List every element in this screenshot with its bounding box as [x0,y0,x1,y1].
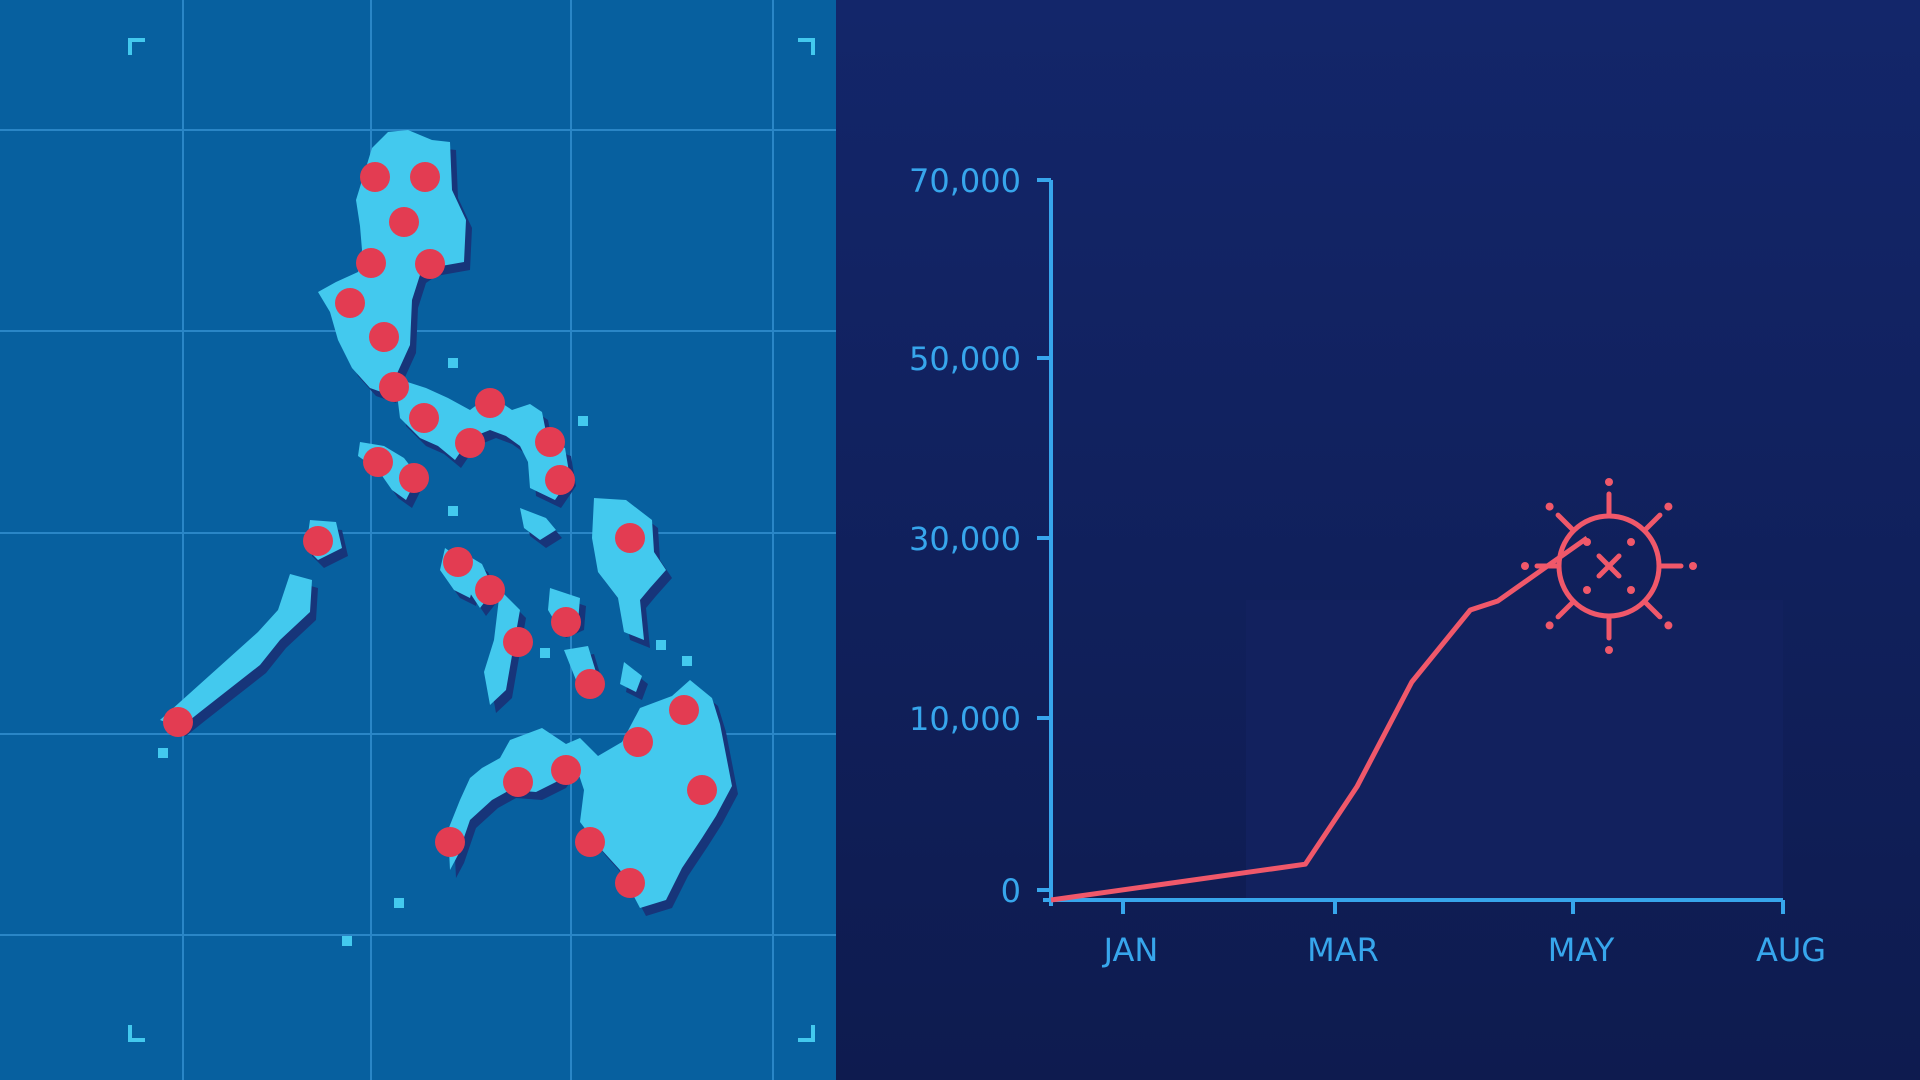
case-marker-dot [575,669,605,699]
islet [578,416,588,426]
case-marker-dot [669,695,699,725]
virus-spike [1641,598,1663,620]
case-marker-dot [551,607,581,637]
case-marker-dot [410,162,440,192]
case-marker-dot [443,547,473,577]
case-marker-dot [399,463,429,493]
philippines-map [0,0,836,1080]
case-marker-dot [363,447,393,477]
x-tick-label: JAN [1102,931,1159,969]
y-axis: 70,000 50,000 30,000 10,000 0 [909,162,1053,910]
islet [540,648,550,658]
island-negros [484,590,520,705]
virus-spike [1555,512,1577,534]
virus-dot [1583,586,1591,594]
virus-dot [1627,586,1635,594]
case-marker-dot [623,727,653,757]
islands [158,130,732,946]
case-line-chart: 70,000 50,000 30,000 10,000 0 JAN MAR MAY AUG [909,162,1826,969]
island-palawan [160,574,312,728]
islet [394,898,404,908]
series-line [1050,535,1589,903]
case-marker-dot [535,427,565,457]
virus-spike-tip [1521,562,1529,570]
island-luzon-south [395,378,570,500]
x-tick-label: MAR [1307,931,1379,969]
islet [342,936,352,946]
case-marker-dot [389,207,419,237]
case-marker-dot [575,827,605,857]
islet [448,358,458,368]
islet [656,640,666,650]
island-leyte-south [620,662,642,692]
case-marker-dot [615,523,645,553]
case-marker-dot [551,755,581,785]
y-tick-label: 0 [1001,872,1021,910]
virus-dot [1583,538,1591,546]
case-marker-dot [475,388,505,418]
island-mindanao [448,680,732,908]
island-samar [592,498,666,640]
case-marker-dot [415,249,445,279]
x-tick-label: MAY [1548,931,1615,969]
virus-spike-tip [1605,478,1613,486]
map-panel [0,0,836,1080]
y-tick-label: 30,000 [909,520,1021,558]
case-marker-dot [455,428,485,458]
virus-spike-tip [1689,562,1697,570]
x-tick-label: AUG [1756,931,1826,969]
corner-top-right [798,38,815,55]
virus-spike-tip [1605,646,1613,654]
case-marker-dot [435,827,465,857]
virus-spike-tip [1545,502,1554,511]
chart-panel: 70,000 50,000 30,000 10,000 0 JAN MAR MAY AUG [836,0,1920,1080]
virus-spike-tip [1545,621,1554,630]
virus-spike [1555,598,1577,620]
viewfinder-corners [128,38,815,1042]
case-marker-dot [379,372,409,402]
case-markers [163,162,717,898]
y-tick-label: 70,000 [909,162,1021,200]
virus-spike-tip [1664,621,1673,630]
case-marker-dot [163,707,193,737]
case-marker-dot [409,403,439,433]
corner-bottom-left [128,1025,145,1042]
plot-area-shade [1246,600,1783,900]
corner-bottom-right [798,1025,815,1042]
case-marker-dot [356,248,386,278]
case-marker-dot [615,868,645,898]
virus-spike [1641,512,1663,534]
x-axis: JAN MAR MAY AUG [1043,898,1826,969]
case-marker-dot [369,322,399,352]
virus-spike-tip [1664,502,1673,511]
islet [448,506,458,516]
case-marker-dot [303,526,333,556]
corner-top-left [128,38,145,55]
case-marker-dot [545,465,575,495]
case-marker-dot [503,767,533,797]
case-marker-dot [335,288,365,318]
case-marker-dot [503,627,533,657]
y-tick-label: 10,000 [909,700,1021,738]
virus-cross [1596,553,1622,579]
islet [682,656,692,666]
island-luzon-north [318,130,466,395]
case-marker-dot [687,775,717,805]
island-sibuyan [520,508,556,540]
case-marker-dot [360,162,390,192]
virus-icon [1521,478,1697,654]
case-marker-dot [475,575,505,605]
y-tick-label: 50,000 [909,340,1021,378]
virus-dot [1627,538,1635,546]
islet [158,748,168,758]
